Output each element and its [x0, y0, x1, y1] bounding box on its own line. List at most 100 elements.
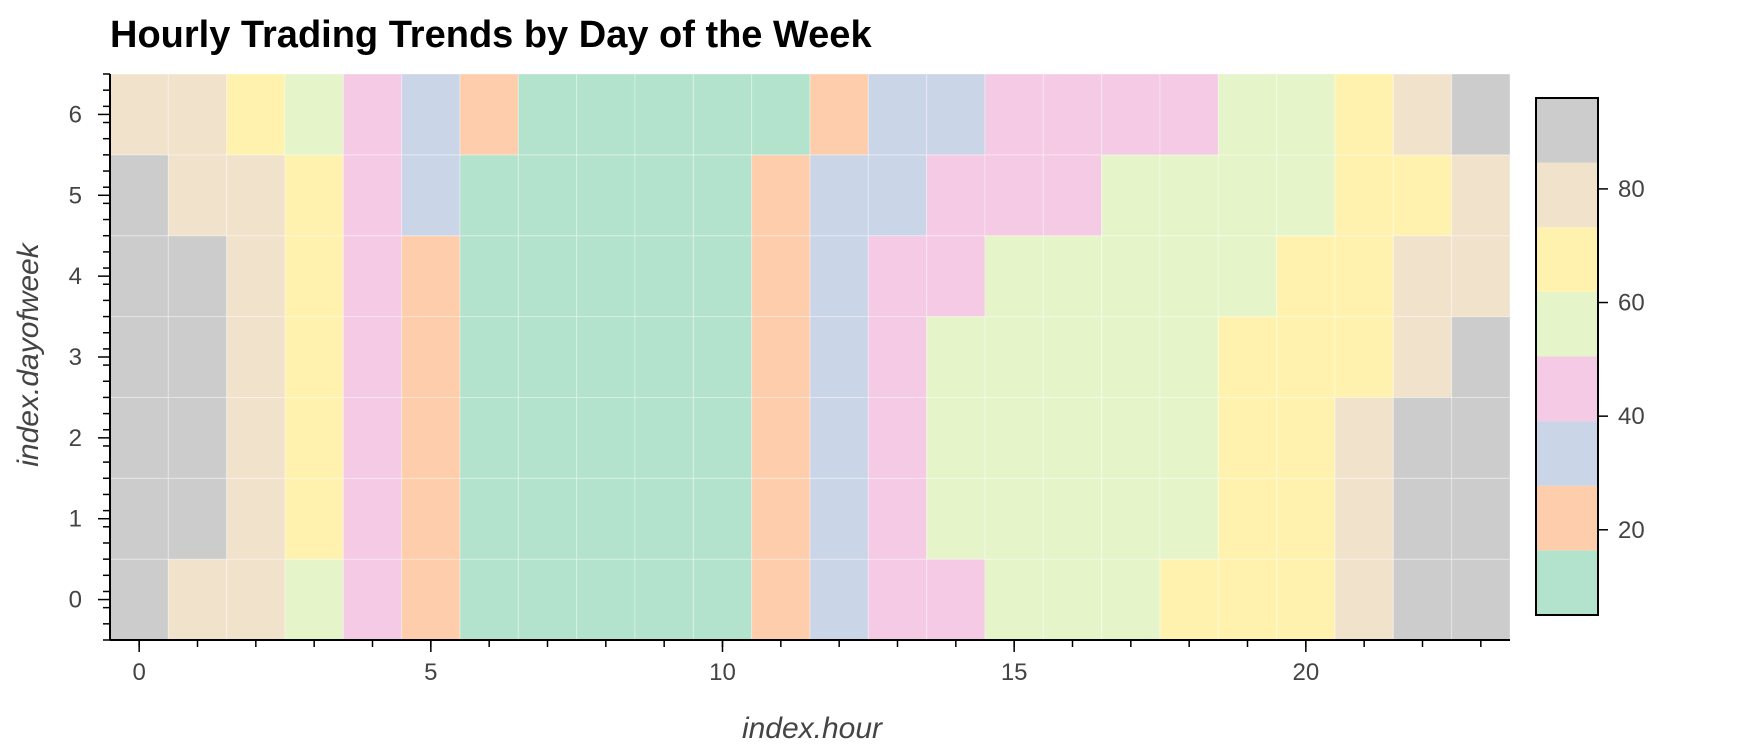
heatmap-cell — [342, 477, 403, 560]
heatmap-cell — [1101, 154, 1161, 237]
heatmap-cell — [517, 235, 578, 318]
heatmap-cell — [984, 477, 1044, 560]
heatmap-cell — [1276, 396, 1336, 479]
heatmap-cell — [1276, 154, 1336, 237]
heatmap-cell — [342, 316, 403, 398]
heatmap-cell — [926, 558, 986, 641]
heatmap-cell — [401, 316, 461, 398]
heatmap-cell — [634, 396, 694, 479]
heatmap-cell — [1334, 558, 1394, 641]
heatmap-cell — [1159, 477, 1219, 560]
heatmap-cell — [634, 477, 694, 560]
heatmap-cell — [751, 316, 811, 398]
heatmap-cell — [342, 235, 403, 318]
heatmap-cell — [1276, 316, 1336, 398]
heatmap-cell — [226, 73, 286, 156]
heatmap-cell — [1334, 316, 1394, 398]
heatmap-cell — [1042, 396, 1103, 479]
colorbar-segment — [1536, 485, 1598, 551]
heatmap-cell — [809, 316, 869, 398]
heatmap-cell — [167, 396, 228, 479]
y-tick-label: 3 — [69, 344, 82, 371]
heatmap-cell — [517, 316, 578, 398]
heatmap-cell — [751, 73, 811, 156]
heatmap-cell — [1159, 396, 1219, 479]
y-tick-label: 4 — [69, 263, 82, 290]
heatmap-cell — [867, 235, 928, 318]
heatmap-cell — [1101, 73, 1161, 156]
heatmap-cell — [459, 316, 519, 398]
heatmap-cell — [634, 73, 694, 156]
heatmap-cell — [517, 154, 578, 237]
heatmap-cell — [401, 235, 461, 318]
heatmap-cell — [1276, 558, 1336, 641]
heatmap-cell — [751, 477, 811, 560]
heatmap-cell — [459, 396, 519, 479]
heatmap-cell — [167, 558, 228, 641]
heatmap-cell — [984, 235, 1044, 318]
y-tick-label: 2 — [69, 425, 82, 452]
heatmap-cell — [167, 235, 228, 318]
heatmap-cell — [1451, 73, 1511, 156]
colorbar-tick-label: 60 — [1618, 290, 1645, 317]
heatmap-cell — [634, 558, 694, 641]
heatmap-cell — [459, 235, 519, 318]
heatmap-cell — [226, 396, 286, 479]
heatmap-cell — [576, 154, 636, 237]
heatmap-cell — [226, 154, 286, 237]
heatmap-cell — [809, 235, 869, 318]
heatmap-cell — [284, 73, 344, 156]
heatmap-cell — [1042, 558, 1103, 641]
colorbar-segment — [1536, 421, 1598, 486]
heatmap-cell — [1042, 73, 1103, 156]
heatmap-cell — [1159, 558, 1219, 641]
heatmap-cell — [226, 235, 286, 318]
heatmap-cell — [692, 558, 753, 641]
heatmap-cell — [926, 73, 986, 156]
colorbar-segment — [1536, 162, 1598, 228]
heatmap-cell — [109, 154, 169, 237]
y-tick-label: 1 — [69, 506, 82, 533]
heatmap-cell — [401, 477, 461, 560]
heatmap-cell — [109, 73, 169, 156]
heatmap-cell — [692, 73, 753, 156]
heatmap-cell — [1159, 316, 1219, 398]
heatmap-cell — [517, 396, 578, 479]
heatmap-cell — [751, 235, 811, 318]
heatmap-cell — [926, 477, 986, 560]
heatmap-cell — [1217, 235, 1278, 318]
heatmap-cell — [1392, 396, 1453, 479]
heatmap-cell — [109, 477, 169, 560]
heatmap-cell — [401, 73, 461, 156]
heatmap-cell — [109, 235, 169, 318]
x-tick-label: 5 — [424, 659, 437, 686]
heatmap-cell — [1451, 558, 1511, 641]
heatmap-cell — [1334, 235, 1394, 318]
heatmap-cell — [692, 154, 753, 237]
heatmap-cell — [1101, 235, 1161, 318]
heatmap-cell — [1217, 558, 1278, 641]
heatmap-cell — [692, 477, 753, 560]
heatmap-cell — [1042, 235, 1103, 318]
heatmap-cell — [167, 316, 228, 398]
heatmap-cell — [342, 558, 403, 641]
heatmap-cell — [459, 154, 519, 237]
heatmap-cell — [1392, 316, 1453, 398]
heatmap-cell — [867, 477, 928, 560]
y-axis-label: index.dayofweek — [12, 241, 45, 466]
heatmap-cell — [284, 477, 344, 560]
heatmap-cell — [401, 154, 461, 237]
heatmap-cell — [1334, 73, 1394, 156]
x-tick-label: 10 — [709, 659, 736, 686]
y-tick-label: 6 — [69, 101, 82, 128]
heatmap-cell — [342, 73, 403, 156]
heatmap-cell — [1451, 154, 1511, 237]
chart-title: Hourly Trading Trends by Day of the Week — [110, 14, 872, 56]
heatmap-cell — [459, 477, 519, 560]
heatmap-cell — [1392, 558, 1453, 641]
heatmap-cell — [517, 477, 578, 560]
heatmap-cell — [867, 316, 928, 398]
heatmap-cell — [926, 235, 986, 318]
y-tick-label: 0 — [69, 587, 82, 614]
